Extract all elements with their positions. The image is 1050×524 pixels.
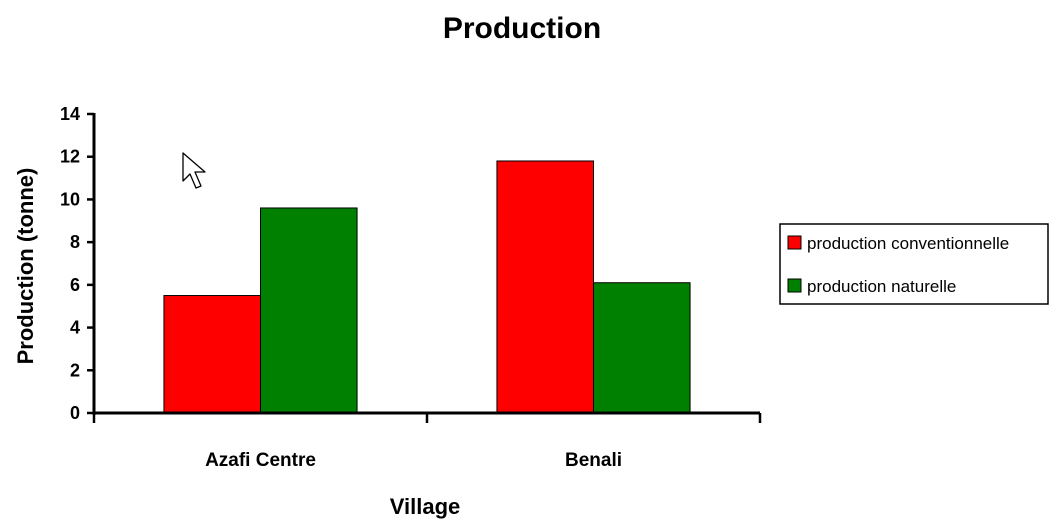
bar-conventionnelle xyxy=(163,295,261,414)
y-tick-label: 4 xyxy=(70,318,80,338)
bar-naturelle xyxy=(593,282,691,414)
y-axis-ticks: 0 2 4 6 8 10 12 14 xyxy=(60,104,94,423)
legend-swatch xyxy=(787,278,802,293)
axes-group xyxy=(92,113,762,423)
legend-box xyxy=(779,223,1049,305)
bars-group xyxy=(163,160,691,414)
legend: production conventionnelle production nat… xyxy=(779,223,1049,305)
y-tick-label: 8 xyxy=(70,232,80,252)
y-tick-label: 0 xyxy=(70,403,80,423)
x-axis-label: Village xyxy=(390,494,461,519)
mouse-pointer-icon xyxy=(182,152,206,189)
y-tick-label: 6 xyxy=(70,275,80,295)
legend-swatch xyxy=(787,235,802,250)
bar-naturelle xyxy=(260,207,358,414)
bar-conventionnelle xyxy=(496,160,594,414)
y-axis-label: Production (tonne) xyxy=(13,168,38,365)
y-tick-label: 12 xyxy=(60,147,80,167)
x-tick-label: Benali xyxy=(565,450,622,471)
legend-label: production naturelle xyxy=(807,277,956,296)
chart-title: Production xyxy=(443,12,601,45)
x-axis-labels: Azafi Centre Benali xyxy=(205,450,622,471)
x-tick-label: Azafi Centre xyxy=(205,450,316,471)
legend-label: production conventionnelle xyxy=(807,234,1009,253)
y-tick-label: 14 xyxy=(60,104,80,124)
y-tick-label: 2 xyxy=(70,360,80,380)
y-tick-label: 10 xyxy=(60,189,80,209)
